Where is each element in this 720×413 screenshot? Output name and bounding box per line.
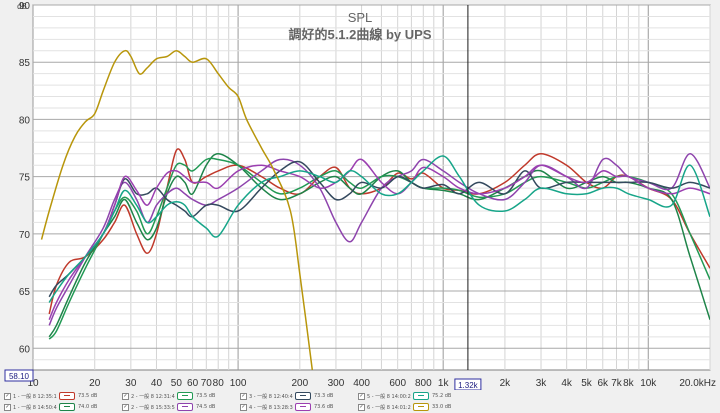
legend-swatch[interactable] [177, 403, 193, 411]
legend-checkbox[interactable]: ✓ [358, 403, 365, 411]
legend-checkbox[interactable]: ✓ [358, 392, 365, 400]
x-tick-label: 3k [536, 378, 548, 389]
series-line-7[interactable] [48, 155, 710, 303]
x-tick-label: 10k [640, 378, 657, 389]
legend-swatch[interactable] [413, 392, 429, 400]
x-tick-label: 200 [291, 378, 308, 389]
legend-series-name: 2 - 一般 8 12:31:41 [131, 393, 175, 400]
series-line-8[interactable] [40, 49, 314, 370]
x-tick-label: 40 [151, 378, 163, 389]
legend: ✓ 1 - 一般 8 12:35:12 73.5 dB ✓ 1 - 一般 8 14:50… [0, 390, 720, 413]
y-tick-label: 70 [19, 230, 31, 241]
legend-value: 73.6 dB [314, 404, 334, 410]
legend-swatch[interactable] [413, 403, 429, 411]
legend-series-name: 2 - 一般 8 15:33:54 [131, 404, 175, 411]
series-line-4[interactable] [48, 152, 710, 326]
legend-series-name: 6 - 一般 8 14:01:27 [367, 404, 411, 411]
legend-item[interactable]: ✓ 2 - 一般 8 15:33:54 74.5 dB [122, 403, 215, 411]
y-tick-label: 85 [19, 58, 31, 69]
x-tick-label: 8k [623, 378, 635, 389]
legend-value: 73.3 dB [314, 393, 334, 399]
chart-subtitle: 調好的5.1.2曲線 by UPS [288, 27, 431, 42]
legend-item[interactable]: ✓ 1 - 一般 8 14:50:43 74.0 dB [4, 403, 97, 411]
x-tick-label: 4k [561, 378, 573, 389]
x-tick-label: 50 [171, 378, 183, 389]
grid-lines [32, 4, 711, 370]
legend-checkbox[interactable]: ✓ [122, 403, 129, 411]
x-tick-label: 300 [328, 378, 345, 389]
y-tick-label: 75 [19, 173, 31, 184]
x-tick-label: 6k [597, 378, 609, 389]
legend-item[interactable]: ✓ 5 - 一般 8 14:00:27 75.2 dB [358, 392, 451, 400]
y-tick-label: 90 [19, 1, 31, 12]
legend-swatch[interactable] [59, 392, 75, 400]
legend-value: 73.5 dB [78, 393, 98, 399]
chart-title: SPL [348, 10, 373, 25]
legend-series-name: 3 - 一般 8 12:40:44 [249, 393, 293, 400]
legend-value: 33.0 dB [432, 404, 452, 410]
cursor-readout: 1.32k [458, 381, 479, 390]
x-tick-label: 80 [213, 378, 225, 389]
x-tick-label: 5k [581, 378, 593, 389]
legend-value: 73.5 dB [196, 393, 216, 399]
x-tick-label: 60 [187, 378, 199, 389]
legend-value: 75.2 dB [432, 393, 452, 399]
x-tick-label: 70 [201, 378, 213, 389]
y-min-readout: 58.10 [9, 372, 30, 381]
legend-item[interactable]: ✓ 1 - 一般 8 12:35:12 73.5 dB [4, 392, 97, 400]
legend-swatch[interactable] [295, 392, 311, 400]
legend-swatch[interactable] [59, 403, 75, 411]
x-tick-label: 20 [89, 378, 101, 389]
legend-swatch[interactable] [177, 392, 193, 400]
legend-value: 74.0 dB [78, 404, 98, 410]
y-min-readout-box[interactable]: 58.10 [4, 369, 34, 382]
legend-value: 74.5 dB [196, 404, 216, 410]
x-tick-label: 100 [230, 378, 247, 389]
legend-checkbox[interactable]: ✓ [240, 403, 247, 411]
legend-item[interactable]: ✓ 6 - 一般 8 14:01:27 33.0 dB [358, 403, 451, 411]
legend-swatch[interactable] [295, 403, 311, 411]
legend-checkbox[interactable]: ✓ [122, 392, 129, 400]
legend-series-name: 1 - 一般 8 14:50:43 [13, 404, 57, 411]
legend-series-name: 5 - 一般 8 14:00:27 [367, 393, 411, 400]
x-tick-label: 7k [611, 378, 623, 389]
x-tick-label: 2k [500, 378, 512, 389]
x-tick-label: 400 [353, 378, 370, 389]
y-tick-label: 80 [19, 115, 31, 126]
x-tick-label: 1k [438, 378, 450, 389]
y-axis-unit: dB [17, 2, 27, 11]
legend-checkbox[interactable]: ✓ [4, 403, 11, 411]
legend-checkbox[interactable]: ✓ [4, 392, 11, 400]
y-tick-label: 65 [19, 287, 31, 298]
x-tick-label: 800 [415, 378, 432, 389]
cursor-readout-box[interactable]: 1.32k [454, 378, 482, 391]
legend-checkbox[interactable]: ✓ [240, 392, 247, 400]
x-tick-label: 30 [125, 378, 137, 389]
x-tick-label: 20.0kHz [679, 378, 716, 389]
legend-item[interactable]: ✓ 4 - 一般 8 13:28:34 73.6 dB [240, 403, 333, 411]
legend-series-name: 4 - 一般 8 13:28:34 [249, 404, 293, 411]
series-lines [40, 49, 710, 370]
x-tick-label: 600 [389, 378, 406, 389]
legend-item[interactable]: ✓ 2 - 一般 8 12:31:41 73.5 dB [122, 392, 215, 400]
legend-item[interactable]: ✓ 3 - 一般 8 12:40:44 73.3 dB [240, 392, 333, 400]
legend-series-name: 1 - 一般 8 12:35:12 [13, 393, 57, 400]
x-tick-label: 10 [27, 378, 39, 389]
y-tick-label: 60 [19, 344, 31, 355]
